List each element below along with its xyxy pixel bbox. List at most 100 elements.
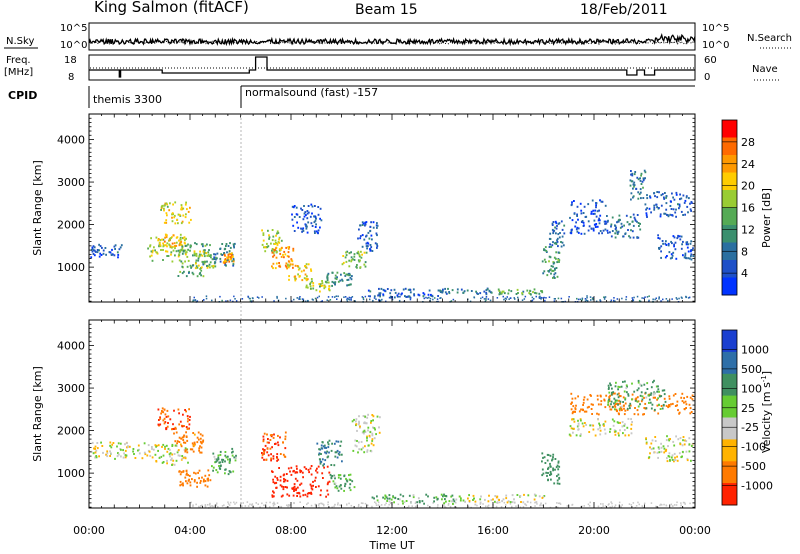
scatter-cell bbox=[160, 208, 162, 211]
scatter-cell bbox=[525, 504, 528, 507]
scatter-cell bbox=[218, 461, 221, 464]
scatter-cell bbox=[555, 257, 557, 260]
scatter-cell bbox=[524, 503, 526, 505]
scatter-cell bbox=[402, 495, 405, 498]
scatter-cell bbox=[162, 245, 165, 248]
scatter-cell bbox=[126, 446, 128, 449]
scatter-cell bbox=[396, 294, 399, 297]
scatter-cell bbox=[285, 246, 288, 249]
scatter-cell bbox=[665, 244, 668, 246]
scatter-cell bbox=[168, 243, 171, 246]
scatter-cell bbox=[663, 451, 666, 454]
scatter-cell bbox=[503, 292, 506, 295]
scatter-cell bbox=[628, 404, 631, 407]
scatter-cell bbox=[364, 431, 367, 433]
scatter-cell bbox=[531, 300, 533, 302]
scatter-cell bbox=[621, 225, 624, 228]
scatter-cell bbox=[224, 460, 226, 463]
scatter-cell bbox=[249, 503, 251, 506]
scatter-cell bbox=[206, 265, 208, 267]
scatter-cell bbox=[675, 191, 678, 194]
scatter-cell bbox=[666, 435, 668, 438]
scatter-cell bbox=[614, 506, 616, 508]
scatter-cell bbox=[164, 445, 166, 448]
scatter-cell bbox=[364, 221, 367, 224]
scatter-cell bbox=[90, 248, 93, 251]
scatter-cell bbox=[535, 295, 537, 298]
scatter-cell bbox=[185, 431, 187, 434]
scatter-cell bbox=[427, 504, 429, 507]
scatter-cell bbox=[263, 432, 266, 435]
scatter-cell bbox=[626, 407, 629, 410]
scatter-cell bbox=[334, 451, 337, 454]
scatter-cell bbox=[309, 285, 312, 288]
scatter-cell bbox=[358, 255, 361, 258]
scatter-cell bbox=[348, 502, 350, 505]
scatter-cell bbox=[217, 458, 220, 461]
scatter-cell bbox=[300, 470, 303, 473]
scatter-cell bbox=[670, 456, 673, 459]
scatter-cell bbox=[640, 174, 642, 177]
scatter-cell bbox=[157, 238, 160, 240]
frequency-trace bbox=[89, 56, 695, 78]
scatter-cell bbox=[365, 251, 368, 254]
scatter-cell bbox=[678, 297, 680, 300]
scatter-cell bbox=[488, 289, 491, 292]
scatter-cell bbox=[399, 493, 402, 496]
scatter-cell bbox=[607, 403, 609, 406]
scatter-cell bbox=[319, 462, 322, 465]
scatter-cell bbox=[357, 237, 359, 240]
scatter-cell bbox=[576, 215, 578, 217]
scatter-cell bbox=[507, 500, 510, 503]
scatter-cell bbox=[261, 296, 263, 298]
scatter-cell bbox=[597, 219, 600, 222]
scatter-cell bbox=[582, 409, 584, 411]
scatter-cell bbox=[343, 489, 345, 492]
scatter-cell bbox=[338, 451, 341, 454]
scatter-cell bbox=[276, 232, 278, 235]
scatter-cell bbox=[376, 245, 379, 247]
scatter-cell bbox=[549, 474, 551, 476]
scatter-cell bbox=[225, 243, 228, 245]
scatter-cell bbox=[397, 292, 400, 295]
scatter-cell bbox=[271, 495, 274, 498]
scatter-cell bbox=[396, 296, 399, 298]
scatter-cell bbox=[685, 295, 687, 298]
scatter-cell bbox=[676, 455, 678, 458]
scatter-cell bbox=[106, 452, 109, 455]
scatter-cell bbox=[316, 471, 319, 474]
scatter-cell bbox=[160, 249, 162, 251]
scatter-cell bbox=[643, 396, 645, 399]
scatter-cell bbox=[566, 505, 569, 507]
y-tick-label: 2000 bbox=[57, 219, 85, 232]
scatter-cell bbox=[182, 250, 185, 253]
noise-tick-bottom-right: 10^0 bbox=[702, 40, 729, 51]
scatter-cell bbox=[221, 461, 224, 463]
scatter-cell bbox=[555, 232, 557, 235]
scatter-cell bbox=[98, 243, 100, 246]
scatter-cell bbox=[185, 251, 188, 254]
scatter-cell bbox=[279, 252, 282, 255]
scatter-cell bbox=[502, 498, 505, 501]
scatter-cell bbox=[371, 505, 373, 508]
scatter-cell bbox=[299, 469, 301, 472]
scatter-cell bbox=[431, 294, 434, 297]
scatter-cell bbox=[593, 219, 596, 222]
scatter-cell bbox=[479, 292, 482, 295]
scatter-cell bbox=[204, 484, 207, 487]
scatter-cell bbox=[592, 209, 595, 212]
scatter-cell bbox=[374, 428, 376, 431]
scatter-cell bbox=[365, 235, 367, 238]
scatter-cell bbox=[625, 296, 628, 298]
scatter-cell bbox=[452, 498, 455, 501]
colorbar-tick-label: 100 bbox=[741, 382, 762, 395]
scatter-cell bbox=[266, 441, 269, 444]
scatter-cell bbox=[640, 197, 642, 200]
scatter-cell bbox=[369, 225, 372, 228]
scatter-cell bbox=[690, 201, 693, 203]
scatter-cell bbox=[344, 274, 347, 277]
scatter-cell bbox=[233, 295, 235, 298]
scatter-cell bbox=[116, 455, 119, 458]
scatter-cell bbox=[187, 210, 190, 213]
beam-title: Beam 15 bbox=[355, 2, 418, 18]
